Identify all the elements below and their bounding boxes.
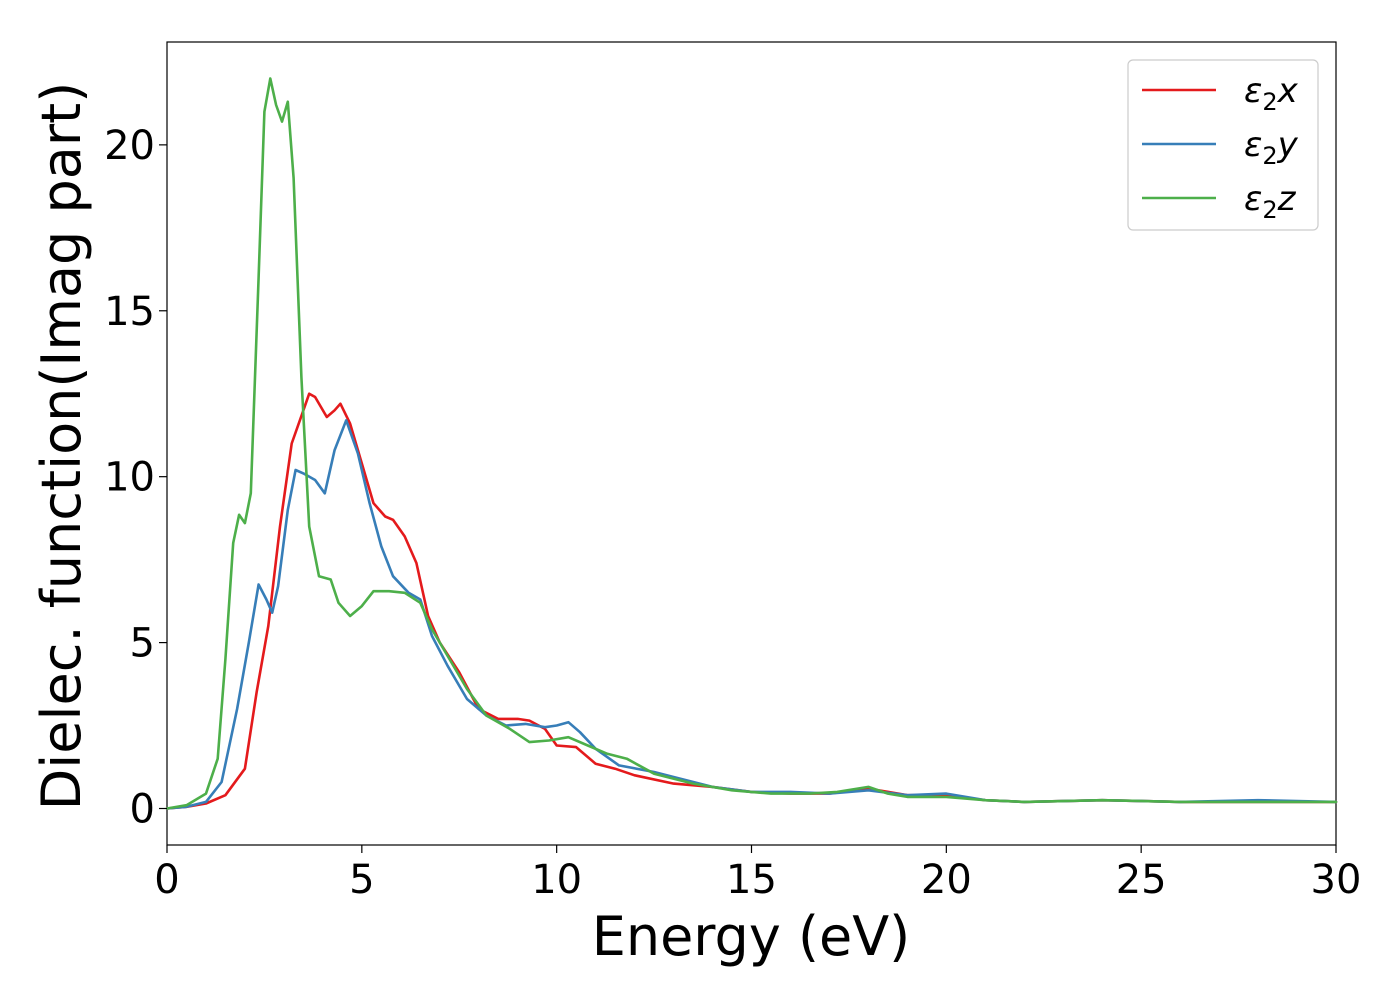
y-tick-label: 15: [104, 289, 155, 335]
y-tick-label: 10: [104, 455, 155, 501]
legend-label-y: ε2y: [1244, 125, 1299, 170]
x-tick-label: 20: [921, 857, 972, 903]
x-axis-ticks: 0 5 10 15 20 25 30: [154, 845, 1361, 903]
x-tick-label: 15: [726, 857, 777, 903]
series-line-x: [165, 392, 1338, 810]
x-tick-label: 5: [349, 857, 374, 903]
y-axis-ticks: 0 5 10 15 20: [104, 123, 167, 833]
y-axis-label: Dielec. function(Imag part): [30, 82, 93, 811]
legend-label-x: ε2x: [1244, 71, 1299, 116]
series-layer: [165, 77, 1338, 810]
legend-label-z: ε2z: [1244, 179, 1297, 224]
x-tick-label: 0: [154, 857, 179, 903]
y-tick-label: 20: [104, 123, 155, 169]
x-axis-label: Energy (eV): [592, 905, 911, 968]
series-line-y: [165, 419, 1338, 810]
x-tick-label: 30: [1311, 857, 1362, 903]
legend-box: [1127, 59, 1319, 231]
y-tick-label: 5: [130, 621, 155, 667]
series-line-z: [165, 77, 1338, 810]
legend: ε2x ε2y ε2z: [1127, 59, 1319, 231]
x-tick-label: 10: [531, 857, 582, 903]
y-tick-label: 0: [130, 787, 155, 833]
x-tick-label: 25: [1116, 857, 1167, 903]
